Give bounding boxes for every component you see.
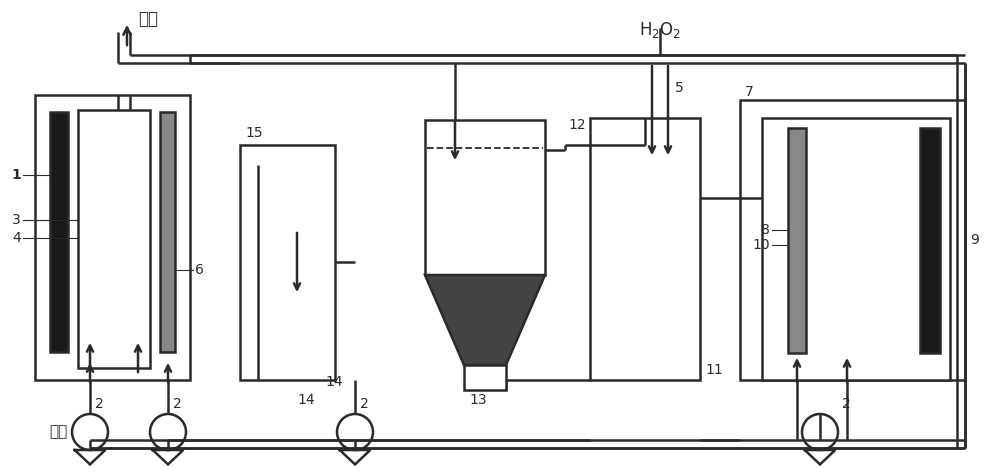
Bar bbox=[78, 110, 150, 368]
Bar bbox=[464, 365, 506, 390]
Bar bbox=[425, 120, 545, 275]
Text: 2: 2 bbox=[173, 397, 182, 411]
Text: 4: 4 bbox=[12, 231, 21, 245]
Text: 10: 10 bbox=[752, 238, 770, 252]
Bar bbox=[762, 118, 950, 380]
Text: 3: 3 bbox=[12, 213, 21, 227]
Text: 废水: 废水 bbox=[50, 425, 68, 439]
Bar bbox=[50, 112, 68, 352]
Bar bbox=[740, 100, 965, 380]
Text: 12: 12 bbox=[568, 118, 586, 132]
Text: 13: 13 bbox=[469, 393, 487, 407]
Text: 15: 15 bbox=[245, 126, 263, 140]
Polygon shape bbox=[425, 275, 545, 365]
Bar bbox=[920, 128, 940, 353]
Text: 6: 6 bbox=[195, 263, 204, 277]
Bar bbox=[788, 128, 806, 353]
Bar bbox=[590, 118, 700, 380]
Text: 7: 7 bbox=[745, 85, 754, 99]
Text: 9: 9 bbox=[970, 233, 979, 247]
Text: 1: 1 bbox=[11, 168, 21, 182]
Bar bbox=[240, 145, 335, 380]
Text: 出水: 出水 bbox=[138, 10, 158, 28]
Text: 2: 2 bbox=[842, 397, 851, 411]
Text: 11: 11 bbox=[705, 363, 723, 377]
Text: H$_2$O$_2$: H$_2$O$_2$ bbox=[639, 20, 681, 40]
Text: 14: 14 bbox=[325, 375, 343, 389]
Text: 14: 14 bbox=[297, 393, 315, 407]
Bar bbox=[160, 112, 175, 352]
Bar bbox=[35, 95, 190, 380]
Text: 5: 5 bbox=[675, 81, 684, 95]
Text: 8: 8 bbox=[761, 223, 770, 237]
Text: 2: 2 bbox=[95, 397, 104, 411]
Text: 2: 2 bbox=[360, 397, 369, 411]
